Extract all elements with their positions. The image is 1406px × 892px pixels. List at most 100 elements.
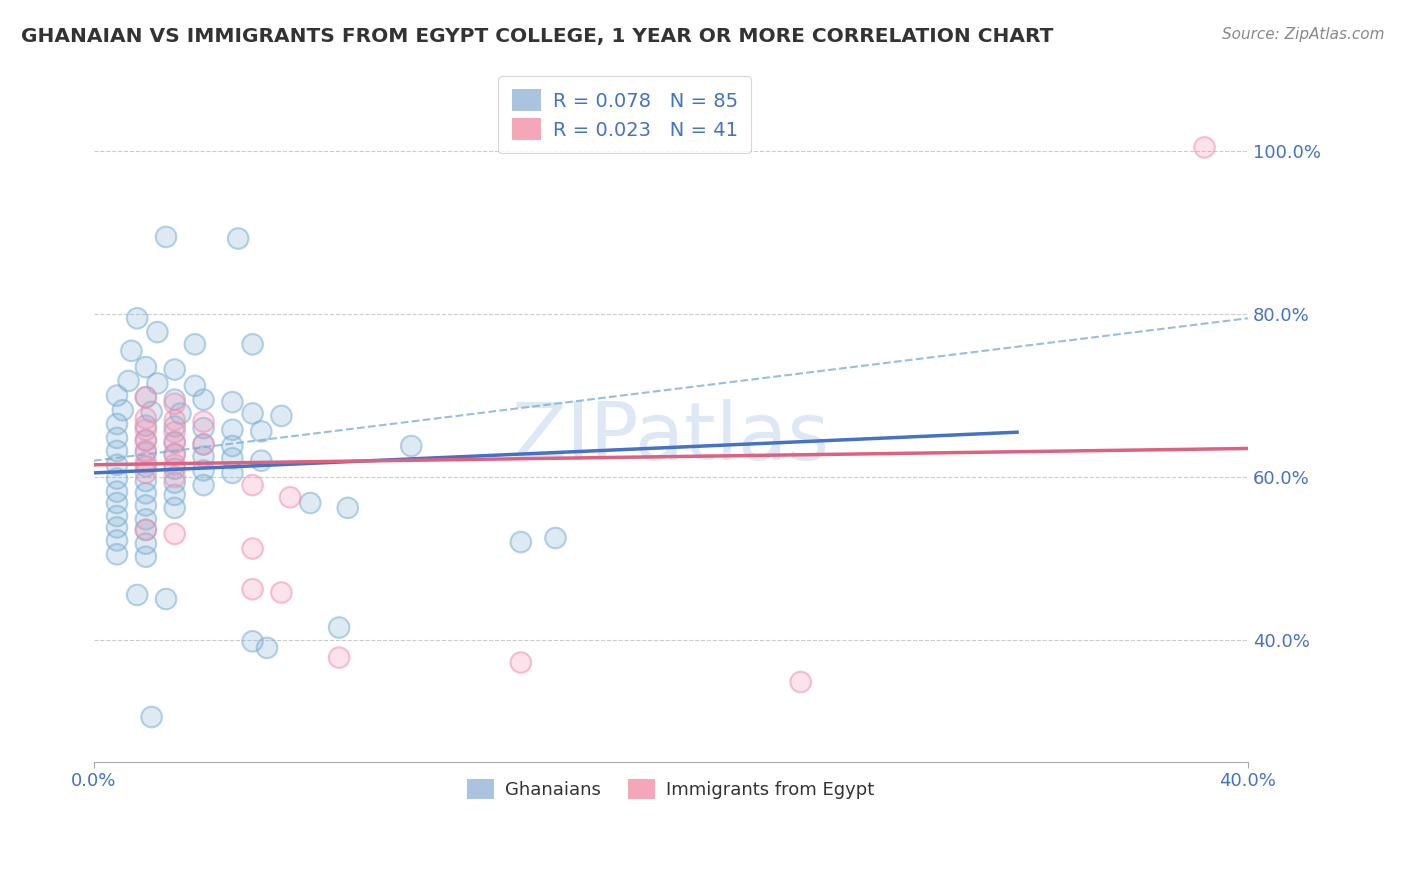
Point bbox=[120, 343, 142, 358]
Point bbox=[163, 362, 186, 376]
Point bbox=[135, 444, 157, 458]
Point bbox=[544, 531, 567, 545]
Point bbox=[163, 397, 186, 411]
Point bbox=[105, 417, 128, 431]
Point bbox=[141, 710, 163, 724]
Point bbox=[299, 496, 322, 510]
Text: ZIPatlas: ZIPatlas bbox=[512, 399, 830, 476]
Point bbox=[105, 520, 128, 534]
Point bbox=[328, 650, 350, 665]
Point bbox=[221, 423, 243, 437]
Point bbox=[127, 311, 149, 326]
Point bbox=[250, 453, 273, 467]
Point bbox=[163, 434, 186, 449]
Point bbox=[135, 444, 157, 458]
Point bbox=[193, 463, 215, 477]
Point bbox=[509, 656, 531, 670]
Point bbox=[226, 231, 249, 245]
Point bbox=[250, 425, 273, 439]
Point bbox=[221, 395, 243, 409]
Point bbox=[155, 592, 177, 607]
Point bbox=[242, 407, 264, 421]
Point bbox=[135, 549, 157, 564]
Point bbox=[163, 447, 186, 461]
Point bbox=[135, 523, 157, 537]
Point bbox=[242, 478, 264, 492]
Point bbox=[135, 423, 157, 437]
Point bbox=[256, 640, 278, 655]
Point bbox=[163, 458, 186, 472]
Point bbox=[1194, 140, 1216, 154]
Point bbox=[135, 512, 157, 526]
Point bbox=[141, 405, 163, 419]
Point bbox=[135, 411, 157, 425]
Point bbox=[242, 541, 264, 556]
Point bbox=[193, 478, 215, 492]
Point bbox=[135, 434, 157, 448]
Point bbox=[163, 458, 186, 472]
Point bbox=[270, 409, 292, 423]
Point bbox=[105, 520, 128, 534]
Point bbox=[163, 434, 186, 449]
Point bbox=[163, 500, 186, 515]
Point bbox=[163, 447, 186, 461]
Point bbox=[105, 533, 128, 548]
Point bbox=[184, 379, 207, 393]
Point bbox=[221, 466, 243, 480]
Point bbox=[328, 650, 350, 665]
Point bbox=[250, 425, 273, 439]
Point bbox=[135, 434, 157, 448]
Point bbox=[135, 445, 157, 459]
Point bbox=[111, 403, 134, 417]
Point bbox=[127, 311, 149, 326]
Point bbox=[135, 418, 157, 433]
Point bbox=[135, 499, 157, 513]
Point bbox=[135, 360, 157, 375]
Point bbox=[135, 466, 157, 480]
Point bbox=[278, 491, 301, 505]
Point bbox=[163, 475, 186, 490]
Point bbox=[328, 620, 350, 634]
Point bbox=[105, 458, 128, 472]
Point bbox=[146, 376, 169, 391]
Point bbox=[105, 484, 128, 499]
Point bbox=[105, 444, 128, 458]
Point bbox=[135, 390, 157, 404]
Point bbox=[163, 362, 186, 376]
Point bbox=[163, 425, 186, 440]
Point bbox=[163, 413, 186, 427]
Point bbox=[544, 531, 567, 545]
Point bbox=[509, 535, 531, 549]
Point bbox=[242, 582, 264, 597]
Point bbox=[111, 403, 134, 417]
Point bbox=[135, 390, 157, 404]
Point bbox=[135, 474, 157, 488]
Point bbox=[789, 675, 811, 690]
Point bbox=[221, 451, 243, 466]
Point bbox=[193, 437, 215, 451]
Point bbox=[193, 437, 215, 451]
Point bbox=[135, 486, 157, 500]
Point bbox=[117, 374, 139, 388]
Point bbox=[105, 388, 128, 402]
Point bbox=[163, 527, 186, 541]
Point bbox=[789, 675, 811, 690]
Point bbox=[193, 421, 215, 435]
Point bbox=[105, 496, 128, 510]
Point bbox=[221, 395, 243, 409]
Point bbox=[135, 455, 157, 469]
Point bbox=[135, 466, 157, 480]
Point bbox=[328, 620, 350, 634]
Point bbox=[135, 523, 157, 537]
Point bbox=[221, 466, 243, 480]
Point bbox=[105, 431, 128, 445]
Point bbox=[193, 450, 215, 464]
Point bbox=[184, 337, 207, 351]
Point bbox=[127, 588, 149, 602]
Point bbox=[105, 508, 128, 523]
Point bbox=[242, 337, 264, 351]
Point bbox=[242, 407, 264, 421]
Point bbox=[146, 325, 169, 339]
Point bbox=[135, 499, 157, 513]
Point bbox=[105, 547, 128, 561]
